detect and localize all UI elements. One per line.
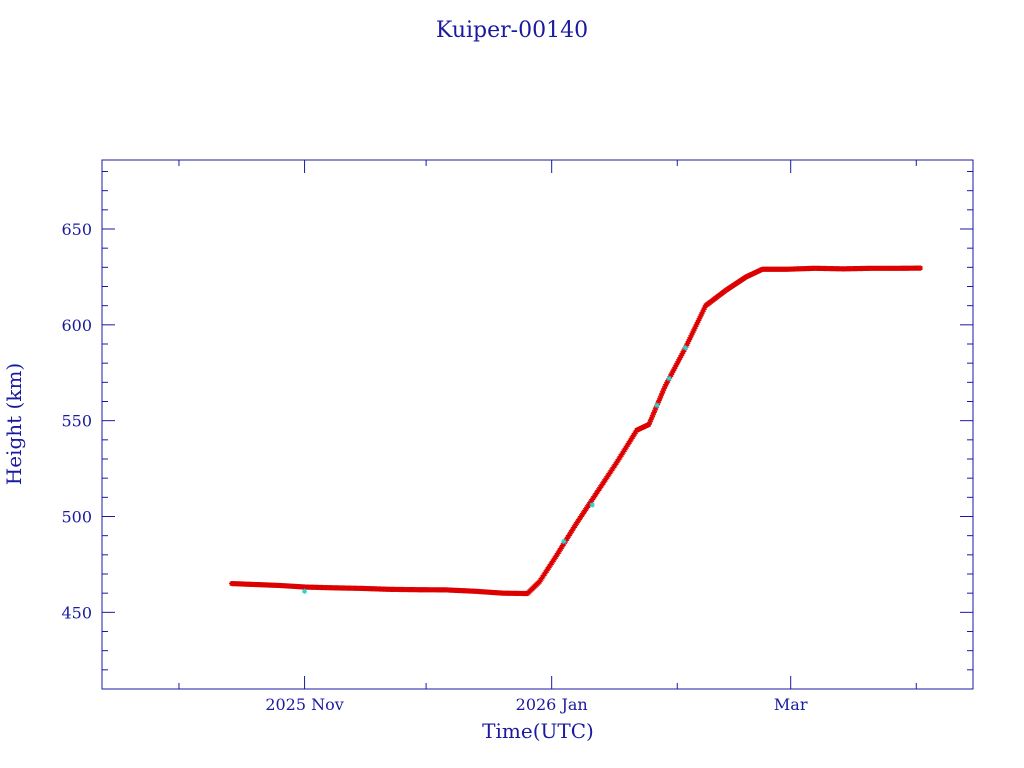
data-point: [696, 315, 703, 321]
x-tick-label: 2025 Nov: [265, 695, 343, 714]
data-point: [670, 368, 676, 374]
x-tick-label: 2026 Jan: [516, 695, 588, 714]
data-point: [698, 311, 705, 317]
data-point: [658, 393, 664, 399]
x-tick-label: Mar: [774, 695, 808, 714]
data-point: [661, 385, 667, 392]
data-point: [655, 400, 661, 406]
data-point: [685, 338, 692, 345]
data-point: [682, 345, 688, 351]
data-point: [656, 397, 662, 404]
tick-label-layer: 450 500 550 600 650 2025 Nov 2026 Jan Mar: [61, 220, 807, 714]
y-tick-label: 600: [61, 316, 92, 335]
data-point: [672, 364, 678, 370]
data-point: [678, 352, 684, 359]
data-point: [680, 349, 686, 355]
data-point: [654, 402, 660, 408]
data-layer: [229, 265, 923, 597]
data-point: [646, 421, 652, 428]
data-point: [673, 362, 679, 368]
data-point: [657, 395, 663, 401]
data-point: [651, 409, 657, 416]
data-point: [693, 322, 700, 328]
tick-layer: [102, 160, 973, 690]
data-point: [675, 358, 681, 364]
data-point: [647, 419, 653, 425]
y-axis-label: Height (km): [2, 363, 26, 485]
data-point: [659, 390, 665, 396]
data-point: [589, 502, 595, 508]
data-point: [660, 388, 666, 394]
data-point: [662, 383, 668, 389]
plot-frame: [101, 159, 974, 690]
data-point: [679, 350, 685, 357]
data-point: [649, 414, 655, 420]
data-point: [674, 360, 680, 366]
data-point: [687, 334, 694, 340]
data-point: [700, 307, 707, 313]
data-point: [694, 319, 701, 326]
data-point: [692, 324, 699, 330]
data-point: [667, 373, 673, 380]
data-point: [668, 372, 674, 378]
data-point: [695, 317, 702, 324]
chart-title: Kuiper-00140: [436, 18, 588, 43]
data-point: [650, 412, 656, 418]
data-point: [561, 538, 567, 545]
data-point: [301, 588, 308, 594]
data-point: [671, 366, 677, 372]
data-point: [699, 309, 706, 315]
data-point: [689, 330, 696, 336]
data-point: [702, 305, 708, 311]
data-point: [684, 341, 690, 347]
y-tick-label: 650: [61, 220, 92, 239]
data-point: [669, 370, 675, 376]
data-point: [663, 381, 669, 387]
data-point: [690, 328, 697, 334]
data-point: [652, 407, 658, 413]
data-point: [676, 356, 682, 362]
y-tick-label: 450: [61, 603, 92, 622]
data-point: [683, 343, 689, 349]
data-point: [681, 347, 687, 353]
data-point: [686, 336, 693, 342]
data-point: [666, 375, 672, 382]
data-point: [648, 417, 654, 423]
data-point: [677, 354, 683, 361]
data-point: [691, 326, 698, 332]
data-point: [688, 332, 695, 338]
data-point: [665, 377, 671, 384]
data-point: [697, 313, 704, 319]
x-axis-label: Time(UTC): [482, 719, 594, 743]
data-point: [917, 265, 923, 271]
data-point: [653, 405, 659, 411]
y-tick-label: 500: [61, 508, 92, 527]
y-tick-label: 550: [61, 412, 92, 431]
data-point: [664, 379, 670, 385]
